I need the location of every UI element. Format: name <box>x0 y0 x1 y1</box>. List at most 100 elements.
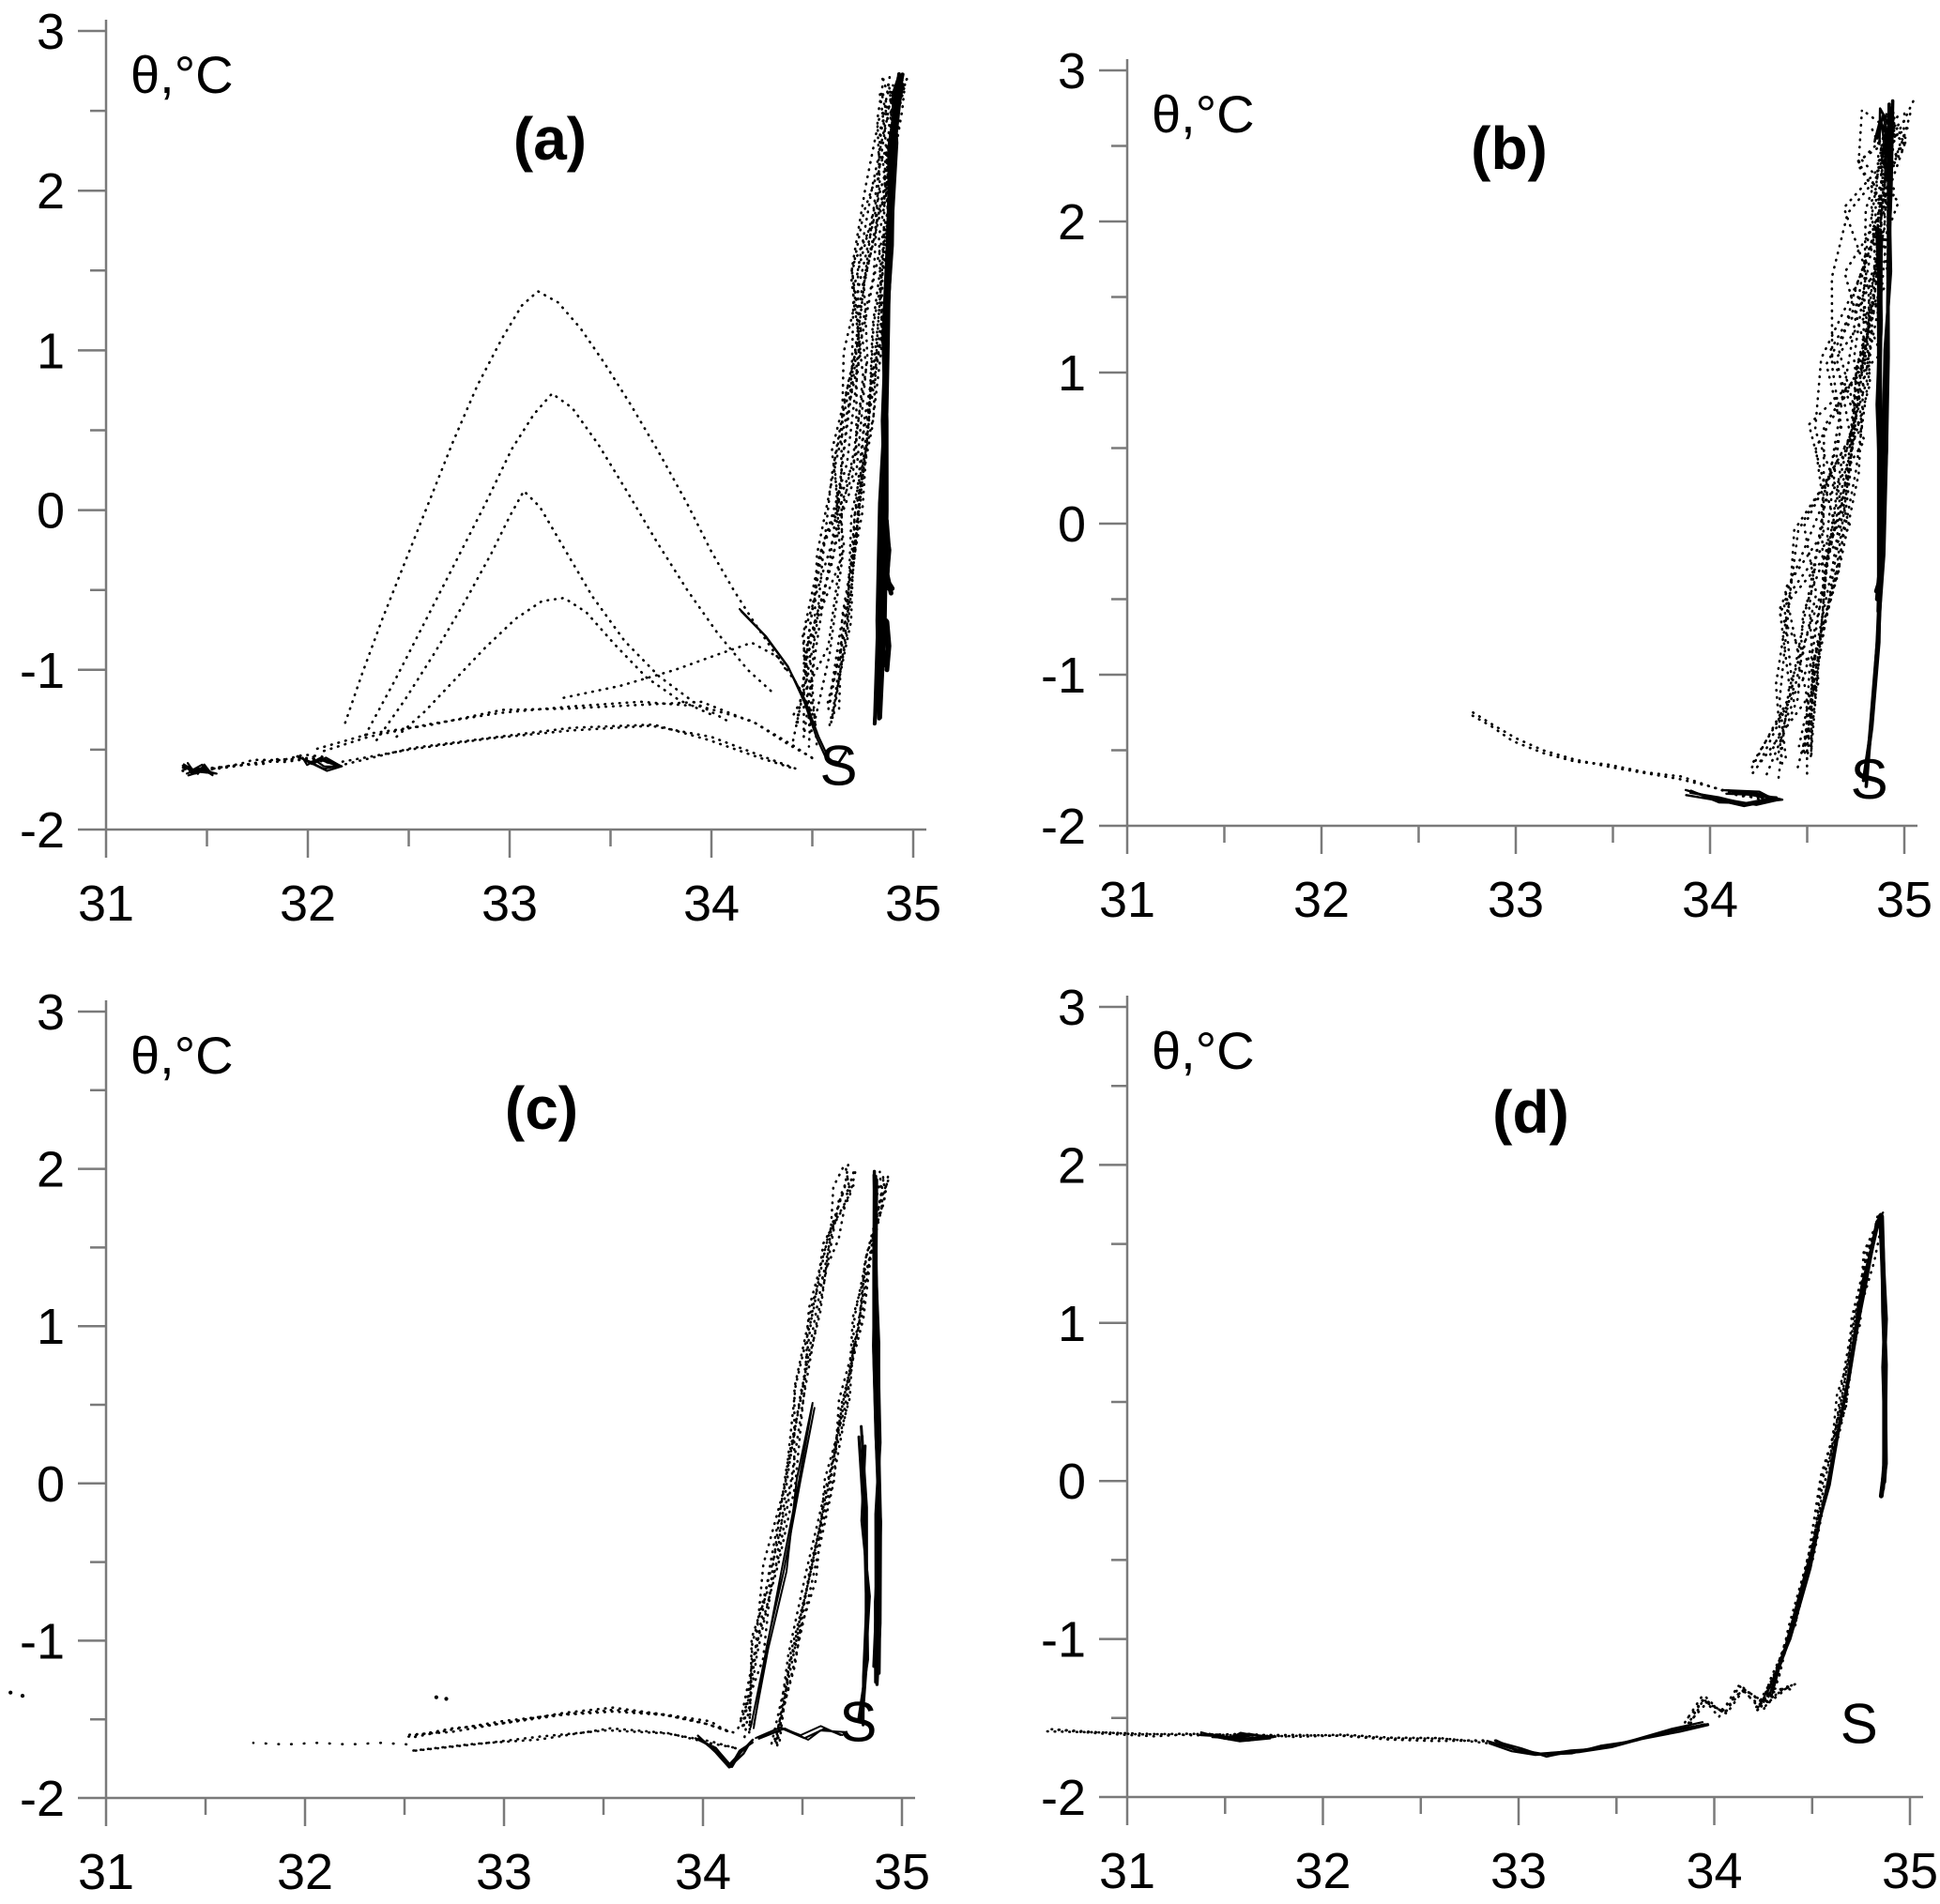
series-rise-fringe <box>790 72 900 748</box>
series-bottom-wiggle <box>757 1727 846 1741</box>
panel-c: 3 2 1 0 -1 -2 31 32 33 34 35 θ,°C (c) S <box>0 952 970 1904</box>
series-cone-wide <box>1748 99 1916 774</box>
series-cone-wide <box>1783 109 1901 780</box>
series-inflow-curve <box>1472 711 1766 801</box>
x-tick-label: 35 <box>1882 1843 1938 1899</box>
y-tick-label: 2 <box>37 1142 65 1198</box>
x-tick-label: 31 <box>78 876 134 932</box>
x-tick-label: 32 <box>280 876 336 932</box>
series-branch-right <box>774 1170 884 1744</box>
y-tick-label: -2 <box>20 802 65 859</box>
series-bottom-wiggle <box>755 1725 842 1740</box>
series-low-band-2 <box>337 723 798 771</box>
panel-letter: (c) <box>505 1074 578 1142</box>
y-axis-title: θ,°C <box>130 1026 234 1085</box>
series-cone-wide <box>1775 111 1888 767</box>
series-inner-core <box>857 1424 869 1720</box>
series-peak-trace-3 <box>373 489 729 745</box>
series-shelf-blob <box>301 756 344 772</box>
y-axis-title: θ,°C <box>130 45 234 104</box>
series-wiggle <box>1682 1684 1790 1726</box>
series-sparse-flat <box>252 1742 410 1746</box>
y-tick-label: 3 <box>1058 43 1086 99</box>
y-tick-label: -1 <box>20 643 65 699</box>
series-low-band-1 <box>316 700 818 763</box>
y-tick-label: 0 <box>1058 1454 1086 1510</box>
series-cone-wide <box>1795 124 1886 771</box>
x-axis-title: S <box>1841 1693 1878 1756</box>
x-tick-label: 34 <box>1686 1843 1742 1899</box>
y-tick-label: -2 <box>20 1771 65 1827</box>
x-tick-label: 33 <box>1488 872 1544 928</box>
series-low-band-2 <box>336 724 798 770</box>
y-tick-label: 3 <box>37 984 65 1041</box>
series-branch-left <box>741 1166 852 1729</box>
x-tick-label: 35 <box>885 876 941 932</box>
series-cone-wide <box>1777 120 1909 781</box>
series-rise-fringe <box>807 86 891 748</box>
y-tick-label: 1 <box>1058 345 1086 402</box>
panel-b: 3 2 1 0 -1 -2 31 32 33 34 35 θ,°C (b) S <box>970 0 1940 952</box>
series-bottom-tangle <box>1695 788 1778 806</box>
y-tick-label: -1 <box>20 1613 65 1669</box>
series-cone-wide <box>1778 123 1914 760</box>
series-shelf-blob <box>296 755 341 768</box>
y-axis-title: θ,°C <box>1152 84 1255 144</box>
y-tick-label: 3 <box>1058 980 1086 1036</box>
series-cone-narrow <box>1800 106 1890 757</box>
panel-letter: (d) <box>1492 1078 1569 1146</box>
series-branch-left-core <box>753 1407 816 1729</box>
series-cone-narrow <box>1802 114 1892 754</box>
series-flat-blob <box>1199 1731 1277 1742</box>
series-band-upper <box>405 1710 732 1739</box>
series-rise-mid <box>825 73 900 710</box>
series-peak-trace-2 <box>362 392 775 739</box>
x-tick-label: 34 <box>683 876 740 932</box>
series-cone-wide <box>1774 102 1894 767</box>
series-hook <box>1878 1213 1888 1485</box>
y-tick-label: -2 <box>1041 1770 1086 1826</box>
series-rise-mid <box>833 86 906 715</box>
series-branch-left-core <box>749 1404 814 1729</box>
x-axis-title: S <box>819 734 857 797</box>
x-tick-label: 35 <box>1876 872 1932 928</box>
y-tick-label: 3 <box>37 4 65 60</box>
series-right-edge <box>1864 99 1895 779</box>
series-dip-solid <box>1486 1723 1708 1756</box>
x-tick-label: 33 <box>481 876 538 932</box>
series-branch-left-core <box>753 1402 814 1726</box>
series-apex-tangle <box>1873 118 1887 178</box>
series-peak-trace-4 <box>393 596 713 740</box>
series-core-blob-1 <box>883 518 895 591</box>
series-core-blob-2 <box>882 618 891 668</box>
y-tick-label: -1 <box>1041 647 1086 704</box>
series-inflow-curve <box>1470 713 1766 799</box>
series-cone-narrow <box>1810 122 1902 757</box>
x-tick-label: 32 <box>1294 1843 1351 1899</box>
series-flat-long <box>1041 1729 1492 1745</box>
series-left-flat-band <box>175 757 336 770</box>
series-rise-fringe <box>802 84 894 736</box>
series-cone-narrow <box>1803 115 1896 759</box>
y-tick-label: 0 <box>37 1456 65 1513</box>
x-tick-label: 35 <box>874 1844 930 1900</box>
series-rise-fringe <box>789 81 900 722</box>
series-branch-right <box>775 1171 890 1746</box>
x-tick-label: 34 <box>1682 872 1738 928</box>
series-left-dense-blob <box>182 763 214 777</box>
series-band-upper <box>404 1706 733 1737</box>
series-wiggle <box>1688 1683 1795 1727</box>
y-tick-label: 1 <box>1058 1296 1086 1352</box>
x-tick-label: 33 <box>1490 1843 1547 1899</box>
series-bottom-tangle <box>1684 788 1784 805</box>
panel-a: 3 2 1 0 -1 -2 31 32 33 34 35 θ,°C (a) S <box>0 0 970 952</box>
panel-d: 3 2 1 0 -1 -2 31 32 33 34 35 θ,°C (d) S <box>970 952 1940 1904</box>
series-left-flat-band <box>177 753 341 772</box>
series-branch-right <box>769 1175 887 1751</box>
series-branch-left <box>748 1167 856 1736</box>
x-axis-title: S <box>839 1691 877 1754</box>
panel-letter: (a) <box>513 105 587 173</box>
